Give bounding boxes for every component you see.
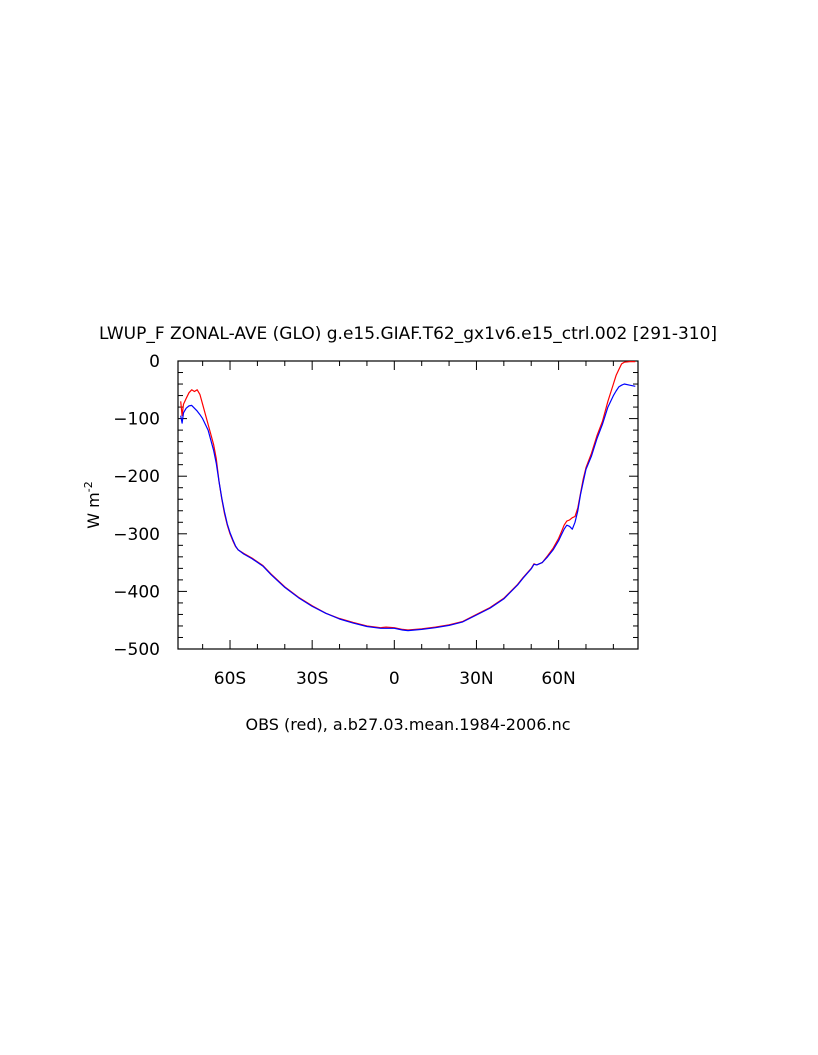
chart-title: LWUP_F ZONAL-AVE (GLO) g.e15.GIAF.T62_gx… [99,324,717,344]
series-line-1 [180,361,636,631]
series-line-2 [180,383,636,632]
y-axis-label: W m-2 [82,481,103,528]
y-axis-ticks: 0 −100 −200 −300 −400 −500 [113,352,638,660]
x-axis-label: OBS (red), a.b27.03.mean.1984-2006.nc [245,715,570,734]
y-axis-label-superscript: -2 [82,481,95,492]
plot-frame [177,360,639,650]
y-tick-label: 0 [149,352,160,372]
y-tick-label: −300 [113,525,160,545]
y-tick-label: −500 [113,640,160,660]
x-tick-label: 60S [214,669,246,689]
x-tick-label: 30N [459,669,493,689]
y-tick-label: −100 [113,410,160,430]
y-axis-label-text: W m [84,492,103,529]
x-tick-label: 30S [296,669,328,689]
x-tick-label: 60N [541,669,575,689]
x-axis-ticks: 60S 30S 0 30N 60N [202,361,614,689]
y-tick-label: −400 [113,582,160,602]
data-series [180,361,636,632]
x-tick-label: 0 [389,669,400,689]
y-tick-label: −200 [113,467,160,487]
